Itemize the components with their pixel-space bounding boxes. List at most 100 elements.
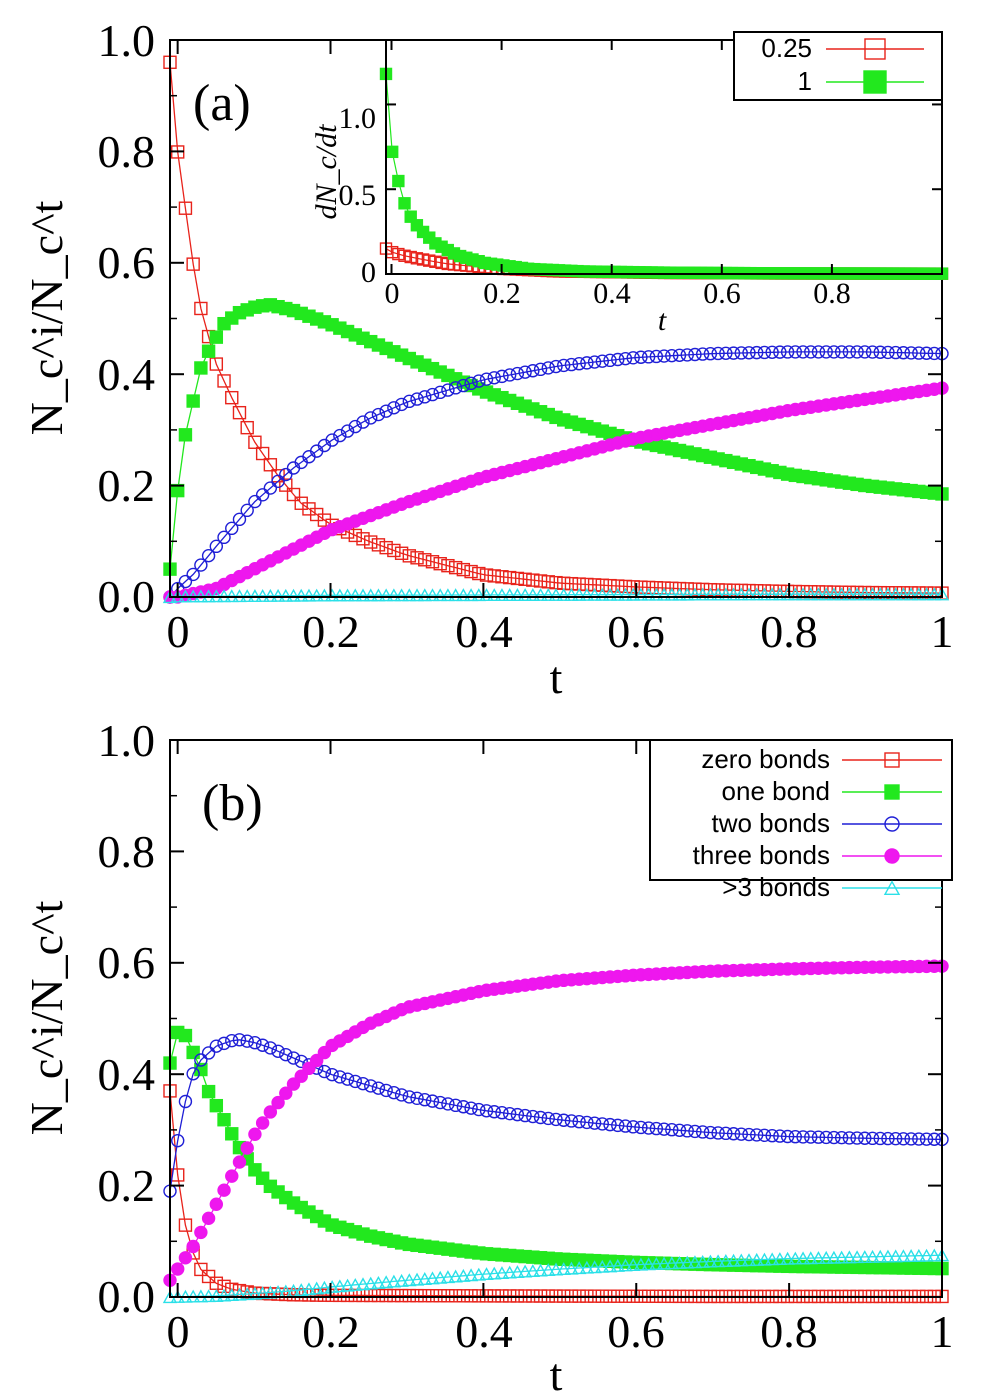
panel-b-series-zero-bonds-point [325,1288,339,1303]
panel-b-series-zero-bonds-point [502,1289,517,1303]
panel-b-series-gt3-bonds-point [209,1289,224,1302]
panel-a-series-zero-bonds-point [711,583,725,597]
panel-b-series-gt3-bonds-point [517,1264,533,1278]
panel-a-series-gt3-bonds-point [695,587,710,601]
panel-b-series-two-bonds-point [765,1129,779,1143]
panel-b-x-tick-label: 1 [931,1306,954,1357]
panel-b-series-gt3-bonds-point [672,1255,687,1269]
panel-b-x-tick-label: 0.6 [607,1306,665,1357]
panel-a-x-tick-label: 0.4 [455,606,513,657]
panel-b-series-gt3-bonds-point [857,1250,872,1264]
panel-a-series-zero-bonds-point [603,578,617,593]
panel-a-series-two-bonds-point [665,348,679,363]
inset-x-tick-label: 0.8 [813,277,851,310]
panel-a-series-gt3-bonds-point [726,587,741,601]
panel-a-series-two-bonds-point [186,567,200,582]
panel-b-series-three-bonds-point [255,1116,270,1130]
panel-b-legend-sample-one-bond-marker [884,784,900,800]
panel-b-series-gt3-bonds-point [734,1253,749,1267]
panel-b-series-zero-bonds-point [279,1287,293,1302]
panel-a-series-two-bonds-point [201,548,216,563]
panel-a-series-two-bonds-point [263,481,278,495]
inset-legend: 0.25 1 [733,31,943,101]
panel-b-series-two-bonds-point [811,1130,826,1144]
panel-b-series-gt3-bonds-point [819,1250,834,1264]
panel-b-series-two-bonds-point [186,1067,200,1081]
panel-b-series-one-bond-line [169,1031,943,1270]
panel-b-series-two-bonds-point [742,1127,756,1142]
panel-a-inset: 0 0.5 1.0 0 0.2 0.4 0.6 0.8 t dN_c/dt 0.… [310,31,949,337]
panel-b-series-two-bonds-point [688,1124,702,1139]
panel-b-series-zero-bonds-point [456,1289,471,1303]
panel-a-series-gt3-bonds-point [517,588,533,601]
panel-a-series-zero-bonds-point [487,569,501,583]
panel-a-series-two-bonds-point [495,369,509,384]
panel-a-series-one-bond-line [169,304,943,570]
panel-b-legend: zero bonds one bond two bonds three bond… [649,739,953,902]
inset-series-1-point [385,145,399,159]
panel-b-series-zero-bonds-point [448,1289,463,1303]
panel-a-series-two-bonds-point [611,352,625,367]
panel-b-series-two-bonds-point [448,1098,463,1113]
panel-b-series-one-bond-point [209,1098,224,1113]
panel-a-series-zero-bonds-point [495,570,509,584]
panel-a-series-zero-bonds-point [379,540,393,555]
panel-a-series-gt3-bonds-point [533,587,548,601]
panel-b-legend-label-0: zero bonds [701,744,830,774]
panel-a-series-gt3-bonds-point [270,588,286,602]
panel-a-series-two-bonds-point [912,346,926,360]
inset-x-tick-label: 0.6 [703,277,741,310]
panel-b-series-gt3-bonds-point [873,1249,888,1263]
panel-b-series-two-bonds-point [479,1104,494,1118]
panel-a-y-tick-label: 1.0 [98,15,156,66]
panel-b-series-two-bonds-point [665,1123,679,1137]
panel-b-series-one-bond [163,1025,949,1276]
panel-b-series-gt3-bonds-point [927,1248,942,1262]
panel-a-x-tick-label: 0.6 [607,606,665,657]
panel-b-series-gt3-bonds-point [340,1278,355,1292]
panel-a-series-gt3-bonds-point [772,587,788,601]
panel-a-series-gt3-bonds-point [463,588,479,602]
panel-a-series-zero-bonds-point [533,574,548,588]
panel-b-series-one-bond-point [225,1127,239,1141]
panel-b-series-gt3-bonds-point [618,1258,633,1272]
panel-b-series-gt3-bonds-point [749,1252,764,1266]
panel-a-series-two-bonds-point [333,428,347,443]
panel-b-y-tick-label: 1.0 [98,715,156,766]
panel-b-series-gt3-bonds-point [224,1288,239,1302]
panel-b-series-two-bonds-point [757,1128,772,1143]
panel-a-series-zero-bonds-point [402,549,417,563]
panel-b-y-tick-label: 0.2 [98,1160,156,1211]
panel-a-series-two-bonds-point [433,385,447,400]
panel-a-series-two-bonds-point [649,349,664,364]
panel-b-series-two-bonds-point [726,1127,741,1141]
panel-b-series-gt3-bonds-point [865,1249,880,1263]
inset-y-tick-label: 1.0 [339,102,377,135]
panel-a-series-gt3-bonds-point [294,588,309,602]
panel-b-series-two-bonds-point [333,1070,347,1084]
panel-b-series-zero-bonds-point [379,1288,393,1303]
panel-b-series-zero-bonds-point [171,1168,185,1182]
panel-a-series-gt3-bonds-point [417,588,432,602]
panel-a-series-gt3-bonds-point [433,588,448,602]
panel-b-series-three-bonds-point [232,1155,247,1169]
panel-a-series-zero-bonds-point [634,580,648,594]
panel-b-series-two-bonds-point [441,1097,455,1111]
panel-a-series-gt3-bonds-point [579,587,595,601]
panel-a-series-two-bonds-point [379,404,393,418]
panel-a-y-tick-label: 0.6 [98,237,156,288]
panel-b-series-zero-bonds-point [333,1288,347,1303]
panel-a-series-one-bond-point [186,394,200,408]
panel-b-y-tick-label: 0.8 [98,826,156,877]
panel-b-series-gt3-bonds-point [440,1270,456,1284]
panel-a-series-gt3-bonds-point [734,587,749,601]
panel-b-series-zero-bonds-point [441,1289,455,1303]
panel-a-series-zero-bonds-point [425,555,440,569]
panel-b-series-gt3-bonds-point [610,1258,625,1272]
inset-x-tick-label: 0 [385,277,400,310]
panel-a-series-two-bonds-point [626,351,640,365]
panel-b-series-two-bonds-point [595,1117,610,1131]
panel-b-series-gt3-bonds-point [548,1262,564,1276]
panel-b-series-gt3-bonds-point [487,1266,502,1280]
panel-b-series-two-bonds-point [618,1119,633,1133]
